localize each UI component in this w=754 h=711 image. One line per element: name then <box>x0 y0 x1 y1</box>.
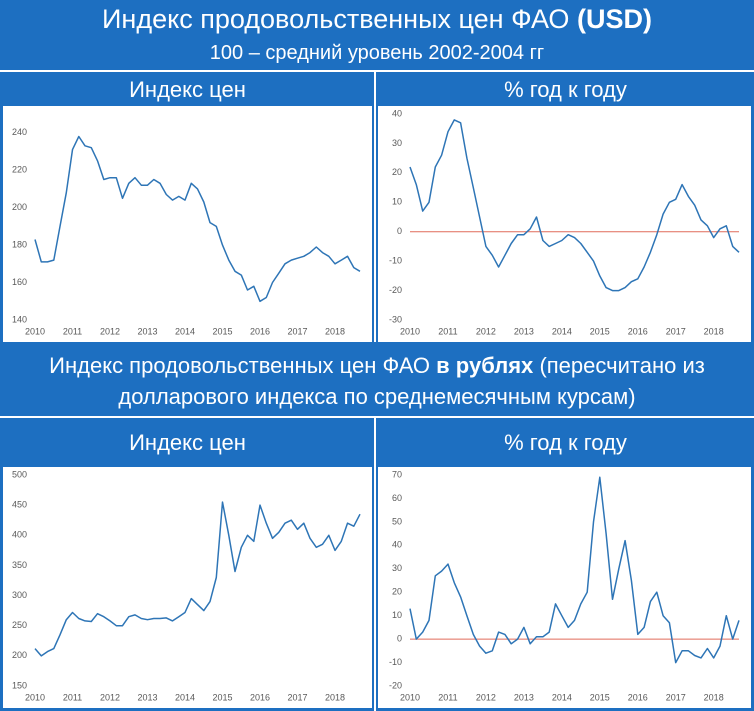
chart-panel: -20 -10 0 10 20 30 40 50 60 70 2010 2011 2012 2013 201… <box>378 467 751 708</box>
x-tick-label: 2017 <box>666 326 686 336</box>
y-tick-label: 50 <box>392 516 402 526</box>
x-tick-label: 2014 <box>175 692 195 702</box>
x-tick-label: 2015 <box>212 692 232 702</box>
y-tick-label: 250 <box>12 620 27 630</box>
y-tick-label: 20 <box>392 167 402 177</box>
x-tick-label: 2013 <box>137 326 157 336</box>
x-tick-label: 2012 <box>100 692 120 702</box>
y-tick-label: 300 <box>12 590 27 600</box>
x-tick-label: 2017 <box>666 692 686 702</box>
y-tick-label: 0 <box>397 633 402 643</box>
x-tick-label: 2018 <box>704 692 724 702</box>
y-tick-label: 200 <box>12 650 27 660</box>
panel-title: Индекс цен <box>129 77 246 102</box>
y-tick-label: 450 <box>12 500 27 510</box>
x-tick-label: 2014 <box>552 326 572 336</box>
x-tick-label: 2015 <box>212 326 232 336</box>
panel-title: % год к году <box>504 77 627 102</box>
x-tick-label: 2017 <box>287 326 307 336</box>
title-text: Индекс продовольственных цен ФАО <box>102 4 570 34</box>
y-tick-label: -10 <box>389 657 402 667</box>
data-line <box>409 476 740 664</box>
y-tick-label: -10 <box>389 256 402 266</box>
y-tick-label: 240 <box>12 127 27 137</box>
y-tick-label: 10 <box>392 197 402 207</box>
title: Индекс продовольственных цен ФАО (USD) <box>0 4 754 35</box>
y-tick-label: 220 <box>12 165 27 175</box>
x-tick-label: 2017 <box>287 692 307 702</box>
chart-panel: 150 200 250 300 350 400 450 500 2010 2011 2012 2013… <box>3 467 372 708</box>
y-tick-label: 160 <box>12 277 27 287</box>
divider <box>0 70 754 72</box>
x-tick-label: 2011 <box>438 326 457 336</box>
x-tick-label: 2013 <box>137 692 157 702</box>
x-tick-label: 2011 <box>438 692 457 702</box>
chart: 140 160 180 200 220 240 2010 2011 2012 2013 2014 20… <box>12 127 361 336</box>
divider <box>0 416 754 418</box>
y-tick-label: 0 <box>397 226 402 236</box>
y-tick-label: 500 <box>12 469 27 479</box>
divider <box>374 416 376 711</box>
chart: -30 -20 -10 0 10 20 30 40 2010 2011 2012 2013 2014 20… <box>389 108 740 336</box>
x-tick-label: 2010 <box>400 326 420 336</box>
panel-title: % год к году <box>504 430 627 455</box>
x-tick-label: 2014 <box>552 692 572 702</box>
data-line <box>409 119 740 292</box>
subtitle: 100 – средний уровень 2002-2004 гг <box>209 42 545 64</box>
x-tick-label: 2010 <box>400 692 420 702</box>
y-tick-label: 150 <box>12 680 27 690</box>
x-tick-label: 2018 <box>325 692 345 702</box>
y-tick-label: 400 <box>12 530 27 540</box>
chart-panel: -30 -20 -10 0 10 20 30 40 2010 2011 2012 2013 2014 20… <box>378 106 751 342</box>
x-tick-label: 2016 <box>628 692 648 702</box>
x-tick-label: 2012 <box>476 326 496 336</box>
x-tick-label: 2011 <box>63 692 82 702</box>
x-tick-label: 2018 <box>325 326 345 336</box>
y-tick-label: 10 <box>392 610 402 620</box>
data-line <box>34 501 361 657</box>
x-tick-label: 2010 <box>25 692 45 702</box>
x-tick-label: 2010 <box>25 326 45 336</box>
x-tick-label: 2012 <box>476 692 496 702</box>
x-tick-label: 2012 <box>100 326 120 336</box>
y-tick-label: 40 <box>392 540 402 550</box>
y-tick-label: 20 <box>392 587 402 597</box>
y-tick-label: -20 <box>389 285 402 295</box>
y-tick-label: 200 <box>12 202 27 212</box>
x-tick-label: 2016 <box>250 326 270 336</box>
x-tick-label: 2013 <box>514 326 534 336</box>
y-tick-label: 140 <box>12 314 27 324</box>
y-tick-label: 40 <box>392 108 402 118</box>
section-bold: в рублях <box>436 353 534 378</box>
x-tick-label: 2014 <box>175 326 195 336</box>
title-bold: (USD) <box>576 4 652 34</box>
data-line <box>34 135 361 303</box>
x-tick-label: 2011 <box>63 326 82 336</box>
y-tick-label: 30 <box>392 563 402 573</box>
x-tick-label: 2016 <box>628 326 648 336</box>
y-tick-label: 30 <box>392 138 402 148</box>
panel-title: Индекс цен <box>129 430 246 455</box>
section-rest: (пересчитано из долларового индекса по с… <box>118 353 705 409</box>
x-tick-label: 2013 <box>514 692 534 702</box>
y-tick-label: -20 <box>389 680 402 690</box>
x-tick-label: 2018 <box>704 326 724 336</box>
x-tick-label: 2015 <box>590 692 610 702</box>
y-tick-label: -30 <box>389 314 402 324</box>
chart: -20 -10 0 10 20 30 40 50 60 70 2010 2011 2012 2013 201… <box>389 469 740 702</box>
divider <box>374 70 376 342</box>
y-tick-label: 180 <box>12 239 27 249</box>
chart-panel: 140 160 180 200 220 240 2010 2011 2012 2013 2014 20… <box>3 106 372 342</box>
y-tick-label: 350 <box>12 560 27 570</box>
x-tick-label: 2016 <box>250 692 270 702</box>
x-tick-label: 2015 <box>590 326 610 336</box>
y-tick-label: 70 <box>392 469 402 479</box>
section-title: Индекс продовольственных цен ФАО в рублях… <box>17 350 737 412</box>
section-text: Индекс продовольственных цен ФАО <box>49 353 431 378</box>
y-tick-label: 60 <box>392 493 402 503</box>
chart: 150 200 250 300 350 400 450 500 2010 2011 2012 2013… <box>12 469 361 702</box>
